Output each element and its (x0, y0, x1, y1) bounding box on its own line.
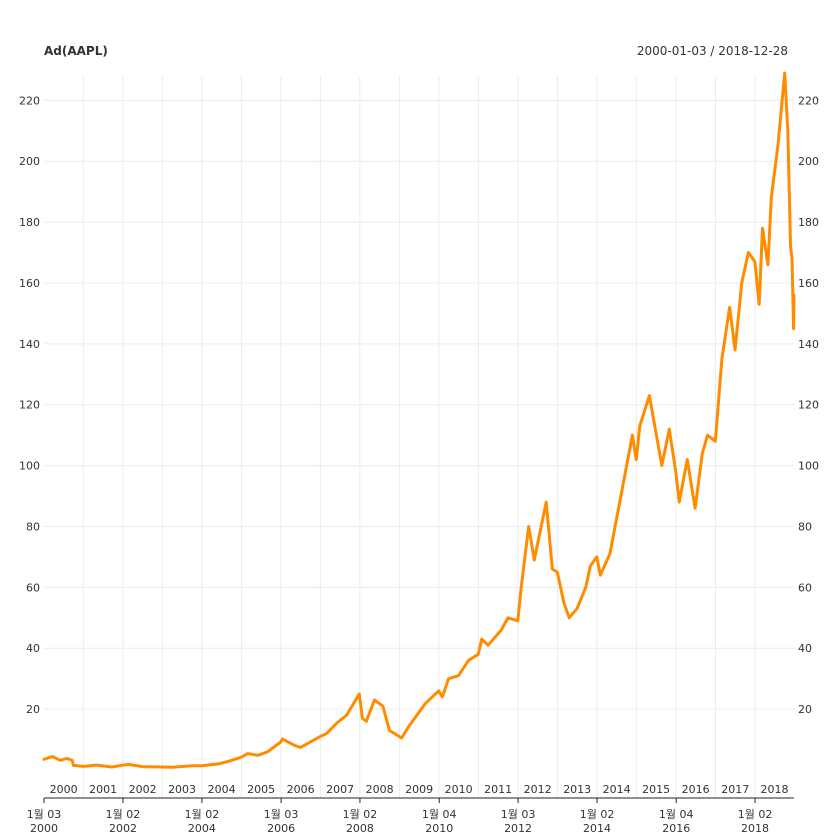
chart-title: Ad(AAPL) (44, 44, 108, 58)
year-label-2011: 2011 (484, 783, 512, 796)
x-tick-year-2004-01-02: 2004 (188, 822, 216, 835)
year-labels: 2000 2001 2002 2003 2004 2005 2006 2007 2008 2009… (50, 783, 789, 796)
x-tick-label-2004-01-02: 1월 02 (185, 808, 220, 821)
year-label-2018: 2018 (760, 783, 788, 796)
y-tick-right-80: 80 (798, 520, 812, 533)
y-tick-left-140: 140 (19, 338, 40, 351)
y-tick-left-180: 180 (19, 216, 40, 229)
x-tick-label-2012-01-03: 1월 03 (501, 808, 536, 821)
y-tick-right-220: 220 (798, 94, 819, 107)
year-label-2014: 2014 (603, 783, 631, 796)
x-tick-label-2016-01-04: 1월 04 (659, 808, 694, 821)
year-label-2003: 2003 (168, 783, 196, 796)
x-tick-label-2006-01-03: 1월 03 (264, 808, 299, 821)
y-tick-right-180: 180 (798, 216, 819, 229)
y-tick-left-100: 100 (19, 460, 40, 473)
y-tick-left-200: 200 (19, 155, 40, 168)
y-tick-right-40: 40 (798, 642, 812, 655)
year-label-2004: 2004 (208, 783, 236, 796)
year-label-2016: 2016 (682, 783, 710, 796)
y-tick-left-80: 80 (26, 520, 40, 533)
y-tick-right-100: 100 (798, 460, 819, 473)
y-tick-right-140: 140 (798, 338, 819, 351)
series-aapl-adjusted (42, 71, 796, 769)
x-tick-label-2000-01-03: 1월 03 (27, 808, 62, 821)
year-label-2012: 2012 (524, 783, 552, 796)
x-tick-year-2010-01-04: 2010 (425, 822, 453, 835)
y-tick-right-120: 120 (798, 399, 819, 412)
year-label-2005: 2005 (247, 783, 275, 796)
year-label-2006: 2006 (287, 783, 315, 796)
x-tick-year-2018-01-02: 2018 (741, 822, 769, 835)
y-axis-right-labels: 20 40 60 80 100 120 140 160 180 200 220 (798, 94, 819, 716)
x-tick-label-2010-01-04: 1월 04 (422, 808, 457, 821)
horizontal-gridlines (44, 99, 794, 710)
x-tick-year-2000-01-03: 2000 (30, 822, 58, 835)
year-label-2001: 2001 (89, 783, 117, 796)
y-tick-right-20: 20 (798, 703, 812, 716)
year-label-2013: 2013 (563, 783, 591, 796)
year-label-2000: 2000 (50, 783, 78, 796)
y-tick-left-40: 40 (26, 642, 40, 655)
x-tick-year-2012-01-03: 2012 (504, 822, 532, 835)
x-tick-label-2008-01-02: 1월 02 (343, 808, 378, 821)
series-line-0 (42, 71, 796, 769)
x-tick-label-2002-01-02: 1월 02 (106, 808, 141, 821)
year-label-2009: 2009 (405, 783, 433, 796)
y-axis-left-labels: 20 40 60 80 100 120 140 160 180 200 220 (19, 94, 40, 716)
x-tick-year-2016-01-04: 2016 (662, 822, 690, 835)
y-tick-left-120: 120 (19, 399, 40, 412)
y-tick-right-160: 160 (798, 277, 819, 290)
x-tick-year-2006-01-03: 2006 (267, 822, 295, 835)
year-label-2010: 2010 (445, 783, 473, 796)
year-label-2017: 2017 (721, 783, 749, 796)
x-tick-label-2014-01-02: 1월 02 (580, 808, 615, 821)
x-tick-label-2018-01-02: 1월 02 (738, 808, 773, 821)
x-tick-year-2014-01-02: 2014 (583, 822, 611, 835)
year-label-2002: 2002 (129, 783, 157, 796)
y-tick-left-60: 60 (26, 581, 40, 594)
y-tick-right-60: 60 (798, 581, 812, 594)
year-label-2008: 2008 (366, 783, 394, 796)
y-tick-left-20: 20 (26, 703, 40, 716)
year-label-2015: 2015 (642, 783, 670, 796)
y-tick-left-220: 220 (19, 94, 40, 107)
date-range-label: 2000-01-03 / 2018-12-28 (637, 44, 788, 58)
y-tick-right-200: 200 (798, 155, 819, 168)
x-tick-year-2008-01-02: 2008 (346, 822, 374, 835)
y-tick-left-160: 160 (19, 277, 40, 290)
year-label-2007: 2007 (326, 783, 354, 796)
x-tick-year-2002-01-02: 2002 (109, 822, 137, 835)
vertical-gridlines (82, 76, 756, 798)
